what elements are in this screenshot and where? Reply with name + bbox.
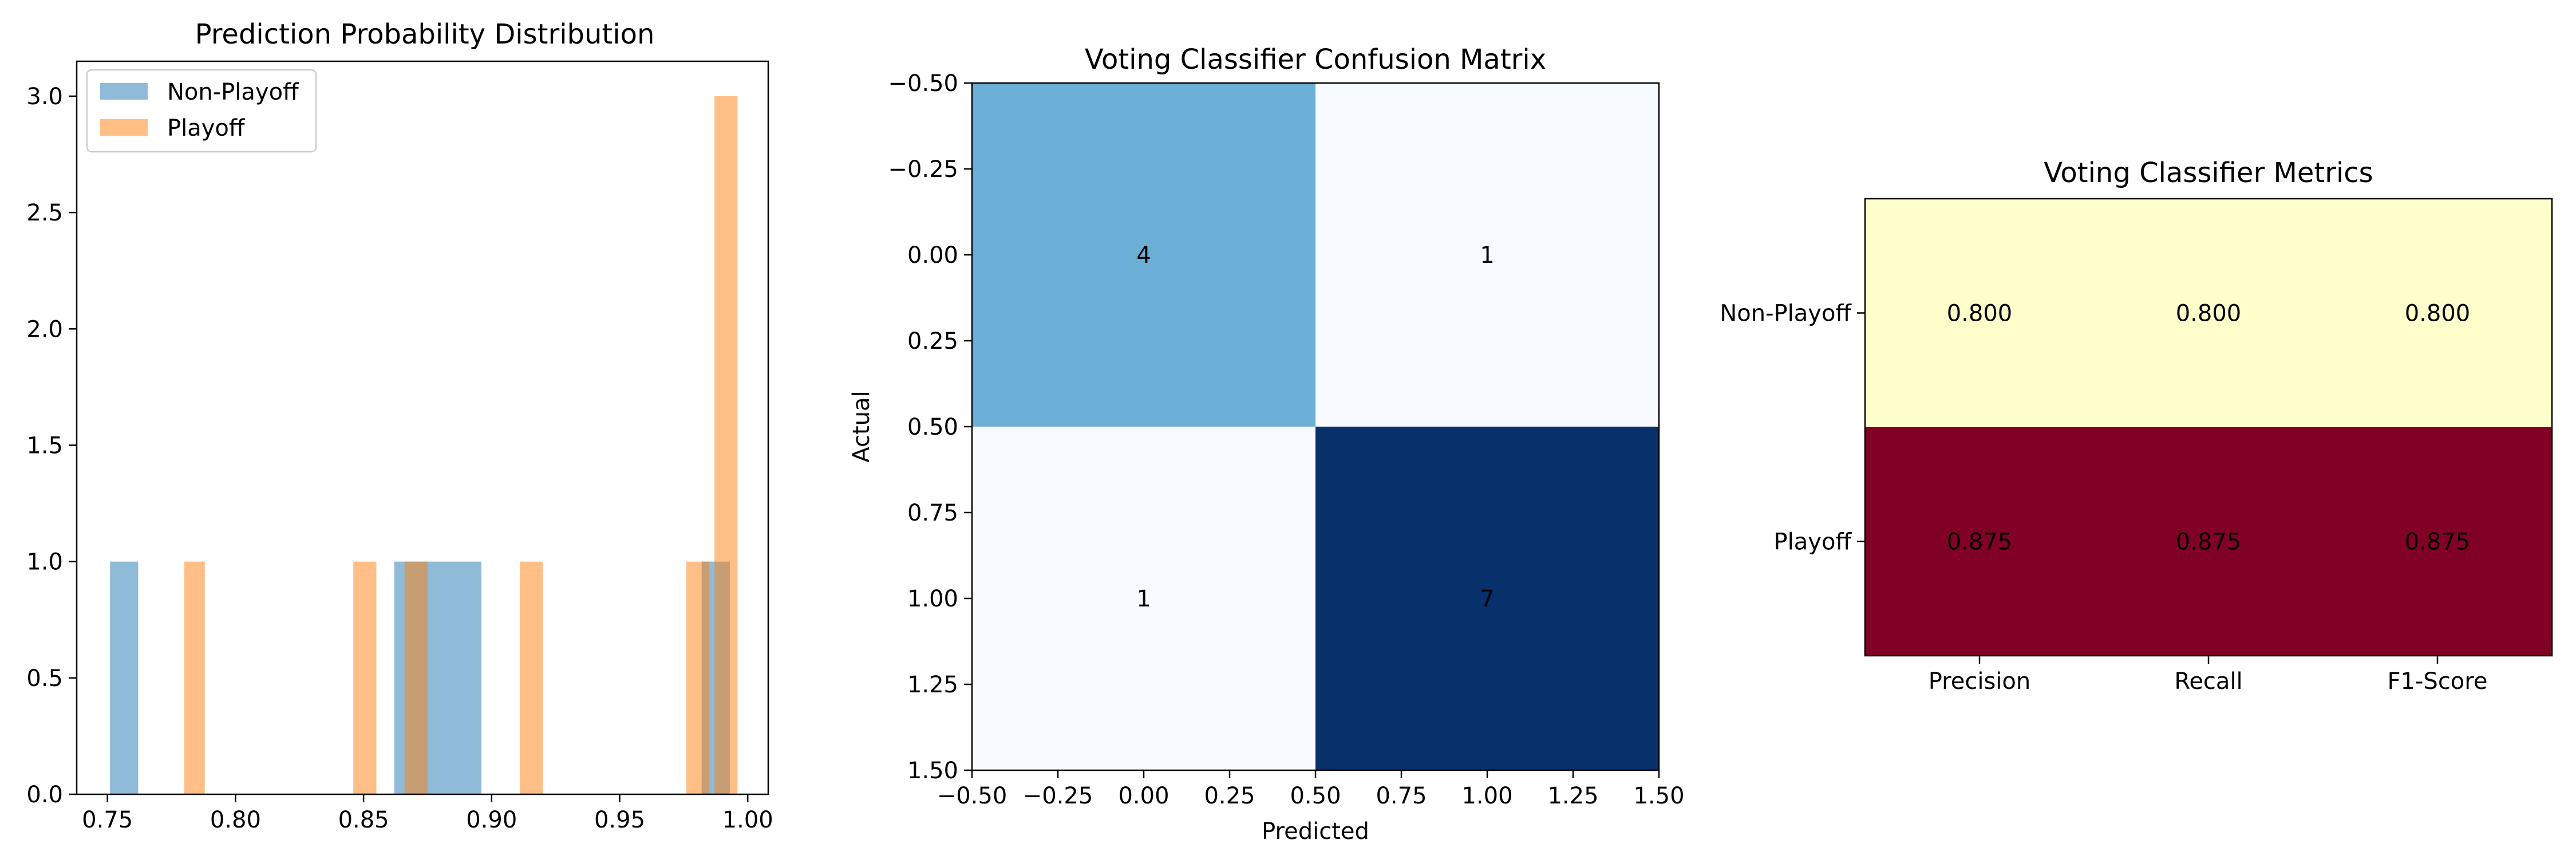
x-tick-label: −0.50: [937, 783, 1008, 809]
x-tick-label: 1.50: [1633, 783, 1684, 809]
histogram-title: Prediction Probability Distribution: [195, 18, 655, 50]
x-tick-label: 0.00: [1118, 783, 1169, 809]
y-tick-label: 2.5: [26, 200, 63, 226]
legend-swatch-non-playoff: [100, 83, 148, 100]
metrics-column-label: F1-Score: [2388, 668, 2488, 695]
confusion-matrix-axes: −0.50 −0.25 0.00 0.25 0.50 0.75 1.00 1.25 1.50−0…: [888, 70, 1684, 809]
metrics-row-fill: [1865, 427, 2552, 656]
y-tick-label: 0.75: [907, 500, 958, 526]
histogram-panel: Prediction Probability Distribution 0.75…: [26, 18, 773, 833]
confusion-cell-value: 7: [1480, 586, 1494, 612]
metrics-cell-value: 0.800: [2405, 301, 2471, 327]
legend-label-non-playoff: Non-Playoff: [167, 79, 299, 105]
y-tick-label: −0.25: [888, 156, 958, 183]
metrics-cell-value: 0.800: [2176, 301, 2242, 327]
confusion-cell-value: 1: [1136, 586, 1151, 612]
histogram-bar-non-playoff: [110, 561, 139, 794]
y-tick-label: 0.0: [26, 782, 63, 808]
metrics-cell-value: 0.875: [2405, 529, 2471, 555]
y-tick-label: 1.50: [907, 758, 958, 784]
x-tick-label: 0.90: [466, 807, 517, 833]
histogram-bars: [110, 96, 738, 794]
legend-label-playoff: Playoff: [167, 115, 246, 141]
confusion-cell: [972, 83, 1315, 427]
y-tick-label: 0.50: [907, 414, 958, 440]
confusion-matrix-panel: Voting Classifier Confusion Matrix 4 11 7 …: [848, 44, 1685, 845]
histogram-legend: Non-Playoff Playoff: [86, 69, 317, 153]
y-tick-label: −0.50: [888, 70, 958, 97]
x-tick-label: 1.25: [1547, 783, 1598, 809]
x-tick-label: 0.85: [338, 807, 389, 833]
confusion-matrix-ylabel: Actual: [848, 391, 875, 462]
y-tick-label: 2.0: [26, 316, 63, 342]
metrics-panel: Voting Classifier Metrics 0.800 0.800 0.80…: [1720, 157, 2553, 695]
y-tick-label: 0.00: [907, 242, 958, 269]
confusion-matrix-frame: [971, 82, 1660, 771]
metrics-cell-value: 0.800: [1947, 301, 2013, 327]
y-tick-label: 1.0: [26, 549, 63, 576]
metrics-frame: [1864, 198, 2553, 657]
histogram-axes: 0.75 0.80 0.85 0.90 0.95 1.00 0.0 0.5 1.0 1.5 2.0 2…: [26, 84, 773, 833]
confusion-cell: [1315, 83, 1659, 427]
histogram-frame: [76, 60, 769, 795]
x-tick-label: 0.25: [1204, 783, 1255, 809]
y-tick-label: 3.0: [26, 84, 63, 110]
x-tick-label: 1.00: [1461, 783, 1512, 809]
confusion-cell: [1315, 427, 1659, 770]
confusion-matrix-cells: 4 1 1 7: [972, 83, 1659, 770]
histogram-bar-playoff: [353, 561, 377, 794]
x-tick-label: −0.25: [1023, 783, 1093, 809]
metrics-column-label: Precision: [1929, 668, 2030, 695]
y-tick-label: 0.5: [26, 665, 63, 692]
y-tick-label: 1.00: [907, 586, 958, 612]
y-tick-label: 1.25: [907, 672, 958, 698]
histogram-bar-playoff: [184, 561, 205, 794]
metrics-cells: 0.800 0.800 0.800 0.875 0.875 0.875: [1865, 199, 2552, 656]
x-tick-label: 0.50: [1290, 783, 1341, 809]
confusion-matrix-xlabel: Predicted: [1262, 818, 1369, 845]
metrics-cell-value: 0.875: [2176, 529, 2242, 555]
x-tick-label: 1.00: [722, 807, 773, 833]
x-tick-label: 0.80: [210, 807, 261, 833]
histogram-bar-playoff: [714, 96, 738, 794]
x-tick-label: 0.95: [594, 807, 645, 833]
metrics-row-label: Non-Playoff: [1720, 301, 1852, 327]
y-tick-label: 0.25: [907, 328, 958, 354]
confusion-cell: [972, 427, 1315, 770]
legend-swatch-playoff: [100, 119, 148, 136]
x-tick-label: 0.75: [1376, 783, 1427, 809]
metrics-axes: Precision Recall F1-Score Non-Playoff Playof…: [1720, 301, 2487, 695]
confusion-cell-value: 1: [1480, 242, 1494, 269]
histogram-bar-playoff: [520, 561, 543, 794]
x-tick-label: 0.75: [82, 807, 133, 833]
histogram-bar-playoff: [404, 561, 428, 794]
metrics-cell-value: 0.875: [1947, 529, 2013, 555]
metrics-title: Voting Classifier Metrics: [2044, 157, 2373, 189]
histogram-bar-playoff: [686, 561, 710, 794]
metrics-row-fill: [1865, 199, 2552, 427]
histogram-bar-non-playoff: [453, 561, 481, 794]
confusion-matrix-title: Voting Classifier Confusion Matrix: [1085, 44, 1546, 76]
confusion-cell-value: 4: [1136, 242, 1151, 269]
y-tick-label: 1.5: [26, 432, 63, 459]
metrics-row-label: Playoff: [1774, 529, 1852, 555]
metrics-column-label: Recall: [2174, 668, 2242, 695]
